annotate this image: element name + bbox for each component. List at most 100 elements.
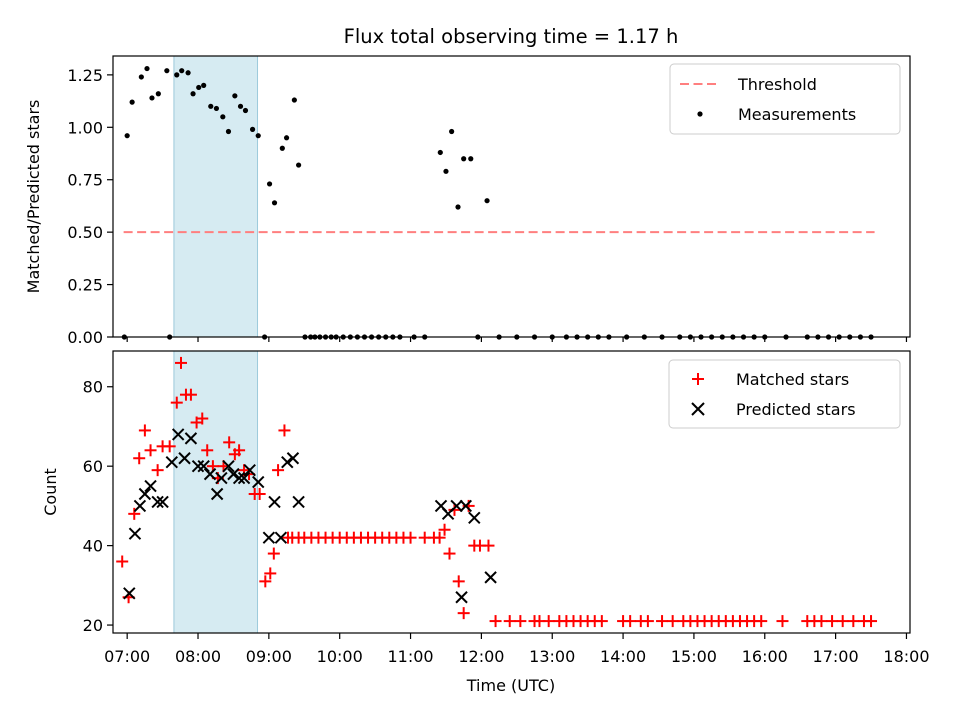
measurement-point	[196, 84, 202, 91]
ratio-plot-frame	[112, 55, 911, 338]
measurement-point	[237, 103, 244, 109]
predicted-star-point	[151, 495, 164, 509]
ratio-y-tick-label: 1.00	[67, 118, 103, 137]
measurement-point	[283, 135, 290, 141]
matched-star-point	[656, 615, 669, 628]
measurement-point	[220, 114, 226, 120]
matched-star-point	[641, 615, 654, 628]
matched-star-point	[482, 539, 495, 552]
predicted-star-point	[210, 487, 224, 501]
matched-star-point	[776, 615, 789, 628]
matched-star-point	[138, 424, 151, 437]
count-legend-box	[668, 359, 901, 429]
count-x-tick-label: 15:00	[671, 647, 717, 666]
measurement-point	[249, 126, 256, 132]
ratio-y-tick-label: 0.50	[67, 223, 103, 242]
count-x-tick-label: 18:00	[883, 647, 929, 666]
count-y-tick-label: 40	[83, 537, 103, 556]
matched-star-point	[489, 615, 502, 628]
matched-star-point	[151, 464, 164, 477]
predicted-star-point	[123, 587, 136, 600]
matched-star-point	[433, 531, 446, 544]
matched-star-point	[264, 567, 277, 580]
measurement-point	[190, 91, 196, 97]
predicted-star-point	[286, 452, 300, 465]
matched-star-point	[815, 615, 828, 628]
predicted-star-point	[459, 499, 473, 513]
threshold-legend-label: Threshold	[737, 75, 817, 94]
matched-star-point	[514, 615, 527, 628]
matched-star-point	[223, 436, 236, 449]
predicted-star-point	[268, 495, 281, 509]
count-legend: Matched stars Predicted stars	[668, 359, 901, 429]
measurement-point	[443, 168, 449, 174]
measurement-point	[461, 156, 467, 162]
count-x-tick-label: 16:00	[742, 647, 788, 666]
measurement-point	[208, 103, 214, 109]
matched-star-point	[272, 464, 285, 477]
measurement-point	[149, 95, 155, 101]
matched-star-point	[144, 444, 157, 457]
matched-star-point	[404, 531, 417, 544]
matched-star-point	[201, 444, 214, 457]
measurement-point	[129, 99, 135, 105]
measurement-point	[449, 128, 455, 135]
measurement-point	[255, 133, 261, 139]
measurement-point	[138, 74, 144, 80]
matched-star-point	[184, 388, 197, 401]
matched-star-point	[233, 444, 246, 457]
matched-star-point	[196, 412, 209, 425]
count-x-tick-label: 10:00	[317, 647, 363, 666]
count-x-tick-label: 17:00	[813, 647, 859, 666]
predicted-star-point	[133, 499, 147, 513]
predicted-star-point	[222, 459, 235, 473]
measurement-point	[296, 162, 302, 168]
predicted-star-point	[292, 495, 305, 509]
measurement-point	[455, 204, 461, 210]
matched-star-point	[503, 615, 516, 628]
matched-star-point	[452, 575, 465, 588]
ratio-y-tick-label: 0.25	[67, 276, 103, 295]
matched-star-point	[624, 615, 637, 628]
matched-star-point	[253, 487, 266, 500]
count-x-tick-label: 12:00	[458, 647, 504, 666]
ratio-legend: Threshold Measurements	[669, 63, 901, 135]
measurement-point	[242, 107, 249, 114]
ratio-shaded-span	[173, 55, 259, 338]
matched-star-point	[133, 452, 146, 465]
predicted-legend-label: Predicted stars	[736, 400, 856, 419]
predicted-star-point	[227, 467, 240, 481]
measurement-point	[213, 105, 220, 112]
predicted-star-point	[138, 487, 152, 501]
matched-star-point	[128, 507, 141, 520]
measurement-point	[144, 65, 150, 72]
matched-star-point	[826, 615, 839, 628]
ratio-y-tick-label: 0.00	[67, 328, 103, 347]
figure-title: Flux total observing time = 1.17 h	[344, 25, 679, 48]
count-plot-frame	[112, 350, 911, 634]
count-x-tick-label: 13:00	[529, 647, 575, 666]
matched-star-point	[175, 356, 188, 369]
count-x-tick-label: 09:00	[246, 647, 292, 666]
measurement-point	[164, 68, 170, 74]
predicted-star-point	[165, 456, 179, 469]
matched-star-point	[278, 424, 291, 437]
measurement-point	[279, 145, 285, 151]
measurements-legend-swatch	[697, 111, 703, 117]
matched-star-point	[259, 575, 272, 588]
predicted-star-point	[243, 463, 256, 477]
matched-star-point	[666, 615, 679, 628]
count-y-axis-label: Count	[41, 468, 60, 516]
matched-star-point	[438, 523, 451, 536]
matched-star-point	[865, 615, 878, 628]
measurement-point	[437, 149, 443, 156]
matched-legend-label: Matched stars	[736, 370, 849, 389]
predicted-star-point	[455, 591, 468, 604]
count-x-tick-label: 14:00	[600, 647, 646, 666]
measurement-point	[225, 128, 232, 135]
predicted-legend-swatch	[691, 402, 705, 416]
matched-star-point	[457, 607, 470, 620]
measurement-point	[174, 72, 180, 78]
measurement-point	[271, 200, 278, 206]
predicted-star-point	[215, 471, 228, 485]
